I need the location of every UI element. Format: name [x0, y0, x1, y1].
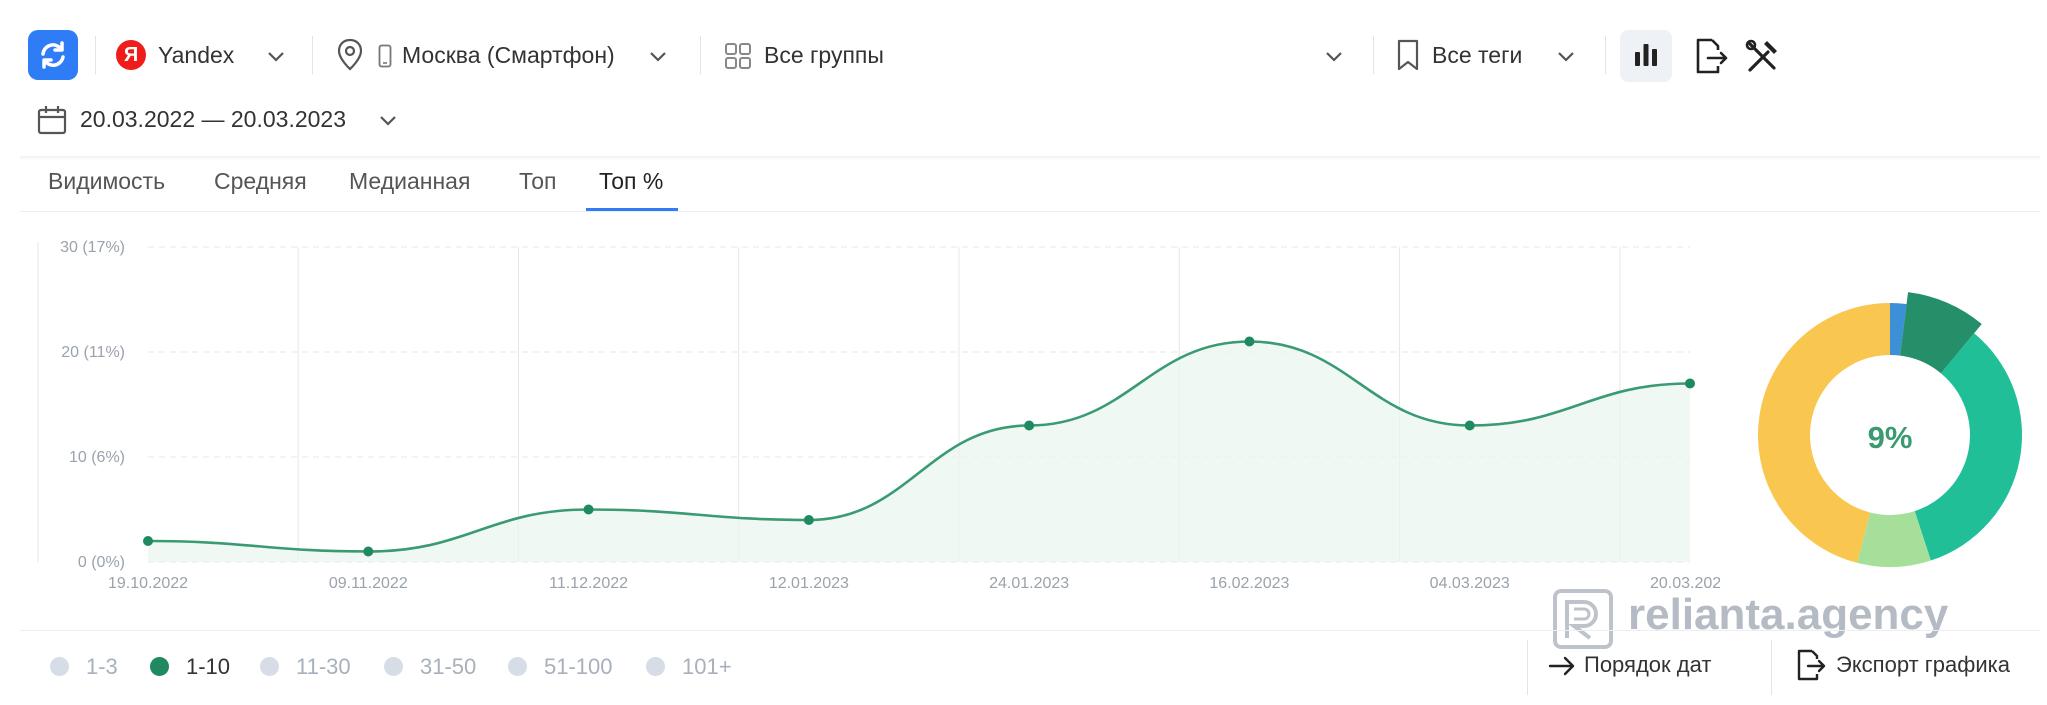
bookmark-icon — [1397, 39, 1419, 71]
chevron-down-icon — [650, 52, 666, 62]
legend-label: 51-100 — [544, 654, 613, 679]
legend-item-31-50[interactable]: 31-50 — [384, 652, 484, 682]
data-point[interactable] — [1685, 378, 1695, 389]
legend-dot-active — [150, 657, 169, 676]
region-selector[interactable]: Москва (Смартфон) — [336, 36, 686, 76]
refresh-button[interactable] — [28, 30, 78, 80]
date-range-label: 20.03.2022 — 20.03.2023 — [80, 106, 347, 132]
x-tick-label: 20.03.2023 — [1650, 575, 1720, 592]
legend-dot — [50, 657, 69, 676]
y-tick-label: 20 (11%) — [61, 344, 125, 361]
legend-dot — [646, 657, 665, 676]
chevron-down-icon — [1326, 52, 1342, 62]
chevron-down-icon — [380, 116, 396, 126]
tab-top-percent[interactable]: Топ % — [599, 168, 664, 194]
donut-chart: 9% — [1758, 292, 2022, 567]
donut-slice[interactable] — [1914, 333, 2022, 561]
legend-label: 11-30 — [296, 654, 351, 679]
legend-item-1-10[interactable]: 1-10 — [150, 652, 240, 682]
donut-slice[interactable] — [1890, 303, 1907, 356]
chart-series-line — [147, 340, 1691, 553]
smartphone-icon — [378, 44, 392, 68]
export-file-icon — [1696, 38, 1728, 74]
active-tab-indicator — [586, 208, 678, 211]
legend-item-1-3[interactable]: 1-3 — [50, 652, 130, 682]
grid-icon — [725, 43, 751, 69]
x-tick-label: 12.01.2023 — [769, 575, 849, 592]
data-point[interactable] — [1464, 420, 1475, 431]
chart-area-fill — [148, 341, 1690, 562]
refresh-icon — [41, 41, 65, 69]
export-chart-button[interactable]: Экспорт графика — [1794, 646, 2034, 686]
export-chart-label: Экспорт графика — [1836, 652, 2011, 677]
settings-tools-button[interactable] — [1742, 36, 1782, 76]
date-range-selector[interactable]: 20.03.2022 — 20.03.2023 — [36, 102, 416, 142]
tab-visibility[interactable]: Видимость — [48, 168, 166, 194]
region-label: Москва (Смартфон) — [402, 42, 615, 68]
donut-center-label: 9% — [1868, 420, 1913, 455]
y-tick-label: 30 (17%) — [60, 239, 125, 256]
data-point[interactable] — [1244, 336, 1255, 347]
y-tick-label: 0 (0%) — [78, 554, 125, 571]
legend-item-51-100[interactable]: 51-100 — [508, 652, 628, 682]
tab-median[interactable]: Медианная — [349, 168, 471, 194]
export-file-icon — [1797, 649, 1826, 681]
x-tick-label: 11.12.2022 — [549, 575, 628, 592]
legend-item-101-plus[interactable]: 101+ — [646, 652, 746, 682]
watermark: relianta.agency — [1552, 584, 1972, 654]
export-button[interactable] — [1690, 36, 1730, 76]
tools-icon — [1745, 39, 1777, 72]
tags-label: Все теги — [1432, 42, 1523, 68]
tab-average[interactable]: Средняя — [214, 168, 307, 194]
legend-dot — [384, 657, 403, 676]
legend-label: 31-50 — [420, 654, 477, 679]
x-tick-label: 09.11.2022 — [329, 575, 408, 592]
legend-dot — [508, 657, 527, 676]
data-point[interactable] — [583, 504, 594, 515]
data-point[interactable] — [363, 546, 374, 557]
legend-label: 1-3 — [86, 654, 118, 679]
y-tick-label: 10 (6%) — [69, 449, 125, 466]
legend-item-11-30[interactable]: 11-30 — [260, 652, 360, 682]
legend-dot — [260, 657, 279, 676]
arrow-right-icon — [1548, 656, 1575, 676]
x-tick-label: 04.03.2023 — [1430, 575, 1510, 592]
data-point[interactable] — [143, 536, 153, 546]
tags-selector[interactable]: Все теги — [1392, 36, 1592, 76]
relianta-logo-icon — [1553, 589, 1613, 649]
donut-slice[interactable] — [1900, 292, 1982, 374]
x-tick-label: 16.02.2023 — [1209, 575, 1289, 592]
groups-selector[interactable]: Все группы — [722, 36, 1362, 76]
search-engine-label: Yandex — [158, 42, 235, 68]
chevron-down-icon — [1558, 52, 1574, 62]
data-point[interactable] — [803, 515, 814, 525]
line-chart: 0 (0%) 10 (6%) 20 (11%) 30 (17%) 19.10.2022… — [37, 239, 1720, 592]
date-order-button[interactable]: Порядок дат — [1548, 648, 1748, 684]
date-order-label: Порядок дат — [1584, 652, 1712, 677]
bar-chart-icon — [1635, 44, 1657, 66]
legend-label: 101+ — [682, 654, 732, 679]
location-pin-icon — [337, 38, 363, 71]
calendar-icon — [37, 106, 67, 135]
data-point[interactable] — [1024, 420, 1035, 431]
tab-top[interactable]: Топ — [519, 168, 557, 194]
donut-slice[interactable] — [1857, 511, 1931, 567]
watermark-text: relianta.agency — [1628, 590, 1949, 639]
search-engine-selector[interactable]: Я Yandex — [114, 36, 294, 76]
groups-label: Все группы — [764, 42, 884, 68]
chevron-down-icon — [268, 52, 284, 62]
donut-slice[interactable] — [1758, 303, 1890, 563]
x-tick-label: 24.01.2023 — [989, 575, 1069, 592]
legend-label: 1-10 — [186, 654, 231, 679]
chart-view-button[interactable] — [1620, 30, 1672, 82]
x-tick-label: 19.10.2022 — [108, 575, 188, 592]
yandex-logo-icon: Я — [116, 40, 146, 70]
